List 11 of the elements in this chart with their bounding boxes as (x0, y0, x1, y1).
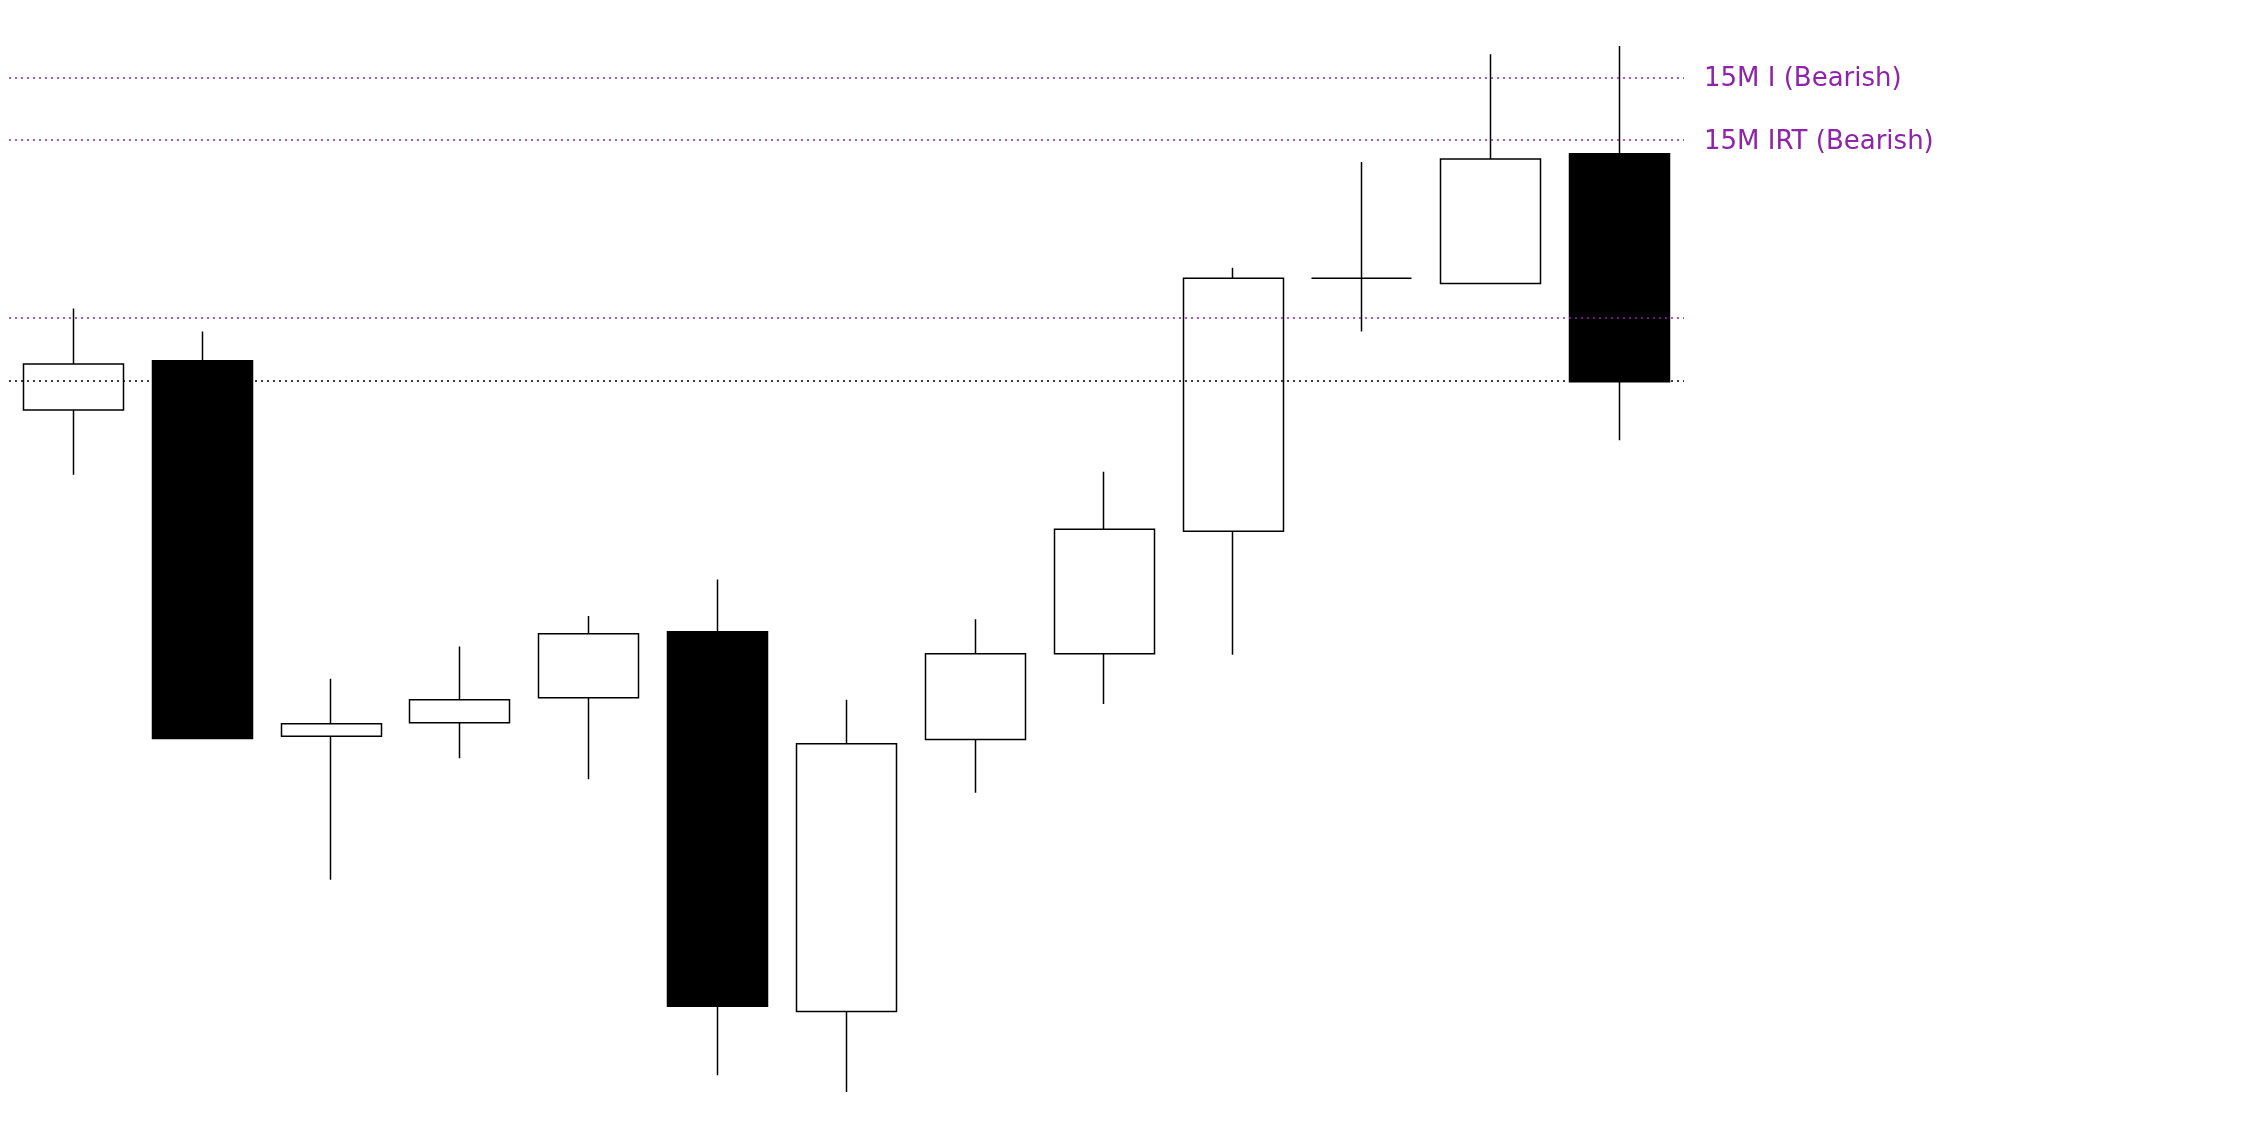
candlestick (1053, 470, 1156, 705)
ref-line-label: 15M IRT (Bearish) (1704, 125, 1934, 156)
candlestick (795, 699, 898, 1093)
candlestick (924, 618, 1027, 794)
candlestick (280, 678, 383, 881)
candlestick (1439, 53, 1542, 285)
candlestick (537, 615, 640, 780)
candlestick (666, 578, 769, 1077)
candlestick (1310, 161, 1413, 333)
candlestick (408, 645, 511, 760)
ref-line-label: 15M I (Bearish) (1704, 62, 1902, 93)
